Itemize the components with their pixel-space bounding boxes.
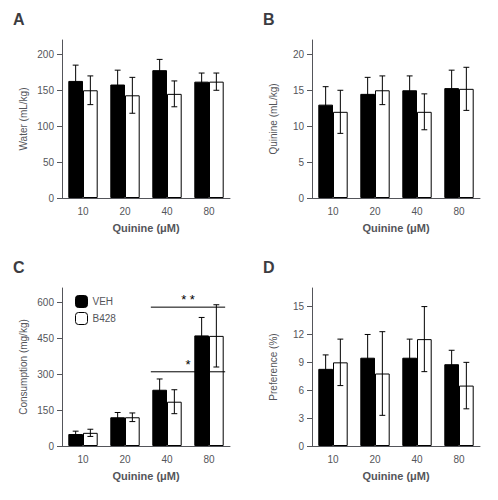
svg-text:20: 20 — [119, 454, 131, 465]
svg-text:600: 600 — [37, 297, 54, 308]
svg-text:B: B — [263, 11, 275, 28]
svg-text:Quinine (μM): Quinine (μM) — [362, 222, 430, 234]
svg-text:12: 12 — [293, 329, 305, 340]
svg-text:40: 40 — [411, 454, 423, 465]
svg-text:20: 20 — [369, 454, 381, 465]
svg-text:6: 6 — [298, 385, 304, 396]
svg-text:150: 150 — [37, 405, 54, 416]
svg-text:0: 0 — [48, 193, 54, 204]
svg-text:20: 20 — [369, 206, 381, 217]
svg-text:50: 50 — [43, 157, 55, 168]
svg-text:450: 450 — [37, 333, 54, 344]
svg-text:Water (mL/kg): Water (mL/kg) — [18, 88, 29, 151]
svg-text:15: 15 — [293, 85, 305, 96]
svg-text:10: 10 — [77, 206, 89, 217]
svg-text:* *: * * — [181, 292, 195, 307]
svg-text:10: 10 — [327, 206, 339, 217]
svg-text:B428: B428 — [93, 313, 117, 324]
svg-text:300: 300 — [37, 369, 54, 380]
svg-text:3: 3 — [298, 413, 304, 424]
svg-text:D: D — [263, 259, 275, 276]
svg-text:Consumption (mg/kg): Consumption (mg/kg) — [18, 319, 29, 415]
svg-text:10: 10 — [77, 454, 89, 465]
svg-text:Preference (%): Preference (%) — [268, 333, 279, 400]
svg-text:40: 40 — [161, 454, 173, 465]
svg-text:Quinine (μM): Quinine (μM) — [112, 470, 180, 482]
svg-text:5: 5 — [298, 157, 304, 168]
svg-text:200: 200 — [37, 49, 54, 60]
svg-text:10: 10 — [327, 454, 339, 465]
svg-text:Quinine (μM): Quinine (μM) — [112, 222, 180, 234]
svg-text:C: C — [13, 259, 25, 276]
svg-text:20: 20 — [119, 206, 131, 217]
svg-text:Quinine (mL/kg): Quinine (mL/kg) — [268, 83, 279, 154]
svg-text:15: 15 — [293, 301, 305, 312]
svg-text:0: 0 — [298, 441, 304, 452]
svg-text:9: 9 — [298, 357, 304, 368]
svg-text:40: 40 — [161, 206, 173, 217]
svg-text:80: 80 — [453, 454, 465, 465]
svg-text:80: 80 — [453, 206, 465, 217]
svg-text:0: 0 — [298, 193, 304, 204]
svg-text:VEH: VEH — [93, 296, 114, 307]
svg-text:0: 0 — [48, 441, 54, 452]
svg-text:150: 150 — [37, 85, 54, 96]
svg-text:100: 100 — [37, 121, 54, 132]
svg-text:80: 80 — [203, 454, 215, 465]
svg-text:Quinine (μM): Quinine (μM) — [362, 470, 430, 482]
svg-text:*: * — [185, 357, 190, 372]
svg-text:40: 40 — [411, 206, 423, 217]
svg-text:20: 20 — [293, 49, 305, 60]
svg-text:10: 10 — [293, 121, 305, 132]
svg-text:A: A — [13, 11, 25, 28]
svg-text:80: 80 — [203, 206, 215, 217]
